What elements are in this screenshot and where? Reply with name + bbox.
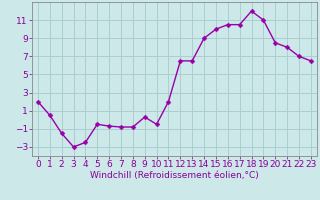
X-axis label: Windchill (Refroidissement éolien,°C): Windchill (Refroidissement éolien,°C) — [90, 171, 259, 180]
